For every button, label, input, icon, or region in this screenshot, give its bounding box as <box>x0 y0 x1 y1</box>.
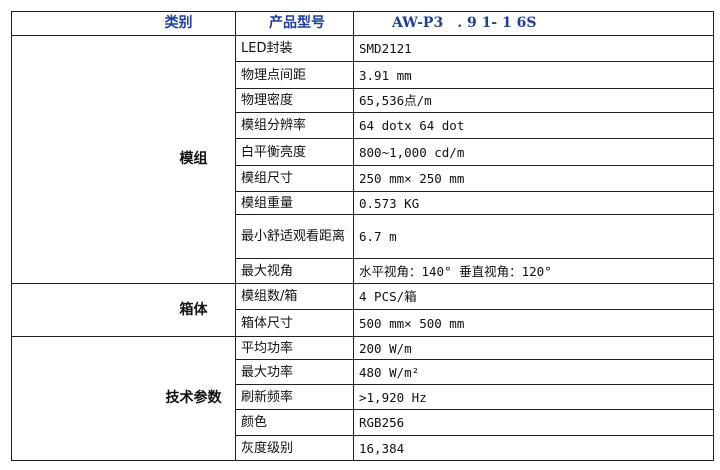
table-row: 颜色 RGB256 <box>12 409 714 436</box>
param-value: 水平视角：140° 垂直视角：120° <box>353 258 714 284</box>
param-label: 模组尺寸 <box>235 165 354 192</box>
param-label: 最大功率 <box>235 359 354 385</box>
param-label: LED封装 <box>235 35 354 62</box>
param-label: 颜色 <box>235 409 354 436</box>
table-row: 模组重量 0.573 KG <box>12 191 714 215</box>
param-label: 最大视角 <box>235 258 354 284</box>
param-label: 物理点间距 <box>235 61 354 89</box>
param-label: 模组重量 <box>235 191 354 215</box>
table-row: 最大功率 480 W/m² <box>12 359 714 385</box>
param-label: 刷新频率 <box>235 384 354 410</box>
table-row: 灰度级别 16,384 <box>12 435 714 461</box>
spec-table: 类别 产品型号 AW-P3 . 9 1- 1 6S 模组 LED封装 SMD2121… <box>11 11 714 461</box>
param-label: 平均功率 <box>235 336 354 360</box>
param-value: >1,920 Hz <box>353 384 714 410</box>
header-row: 类别 产品型号 AW-P3 . 9 1- 1 6S <box>11 11 714 36</box>
table-row: 模组尺寸 250 mm× 250 mm <box>12 165 714 192</box>
param-label: 物理密度 <box>235 88 354 113</box>
param-label: 白平衡亮度 <box>235 138 354 166</box>
category-cell: 技术参数 <box>11 336 236 461</box>
table-row: 最小舒适观看距离 6.7 m <box>12 214 714 259</box>
param-label: 箱体尺寸 <box>235 309 354 337</box>
table-row: 物理点间距 3.91 mm <box>12 61 714 89</box>
table-row: 物理密度 65,536点/m <box>12 88 714 113</box>
param-value: RGB256 <box>353 409 714 436</box>
param-value: 200 W/m <box>353 336 714 360</box>
param-label: 模组数/箱 <box>235 283 354 310</box>
table-row: 模组 LED封装 SMD2121 <box>11 35 714 284</box>
param-label: 模组分辨率 <box>235 112 354 139</box>
param-value: 4 PCS/箱 <box>353 283 714 310</box>
table-row: 模组分辨率 64 dotx 64 dot <box>12 112 714 139</box>
table-row: 最大视角 水平视角：140° 垂直视角：120° <box>12 258 714 284</box>
param-value: 64 dotx 64 dot <box>353 112 714 139</box>
table-row: 白平衡亮度 800~1,000 cd/m <box>12 138 714 166</box>
param-value: 250 mm× 250 mm <box>353 165 714 192</box>
param-value: 0.573 KG <box>353 191 714 215</box>
param-label: 最小舒适观看距离 <box>235 214 354 259</box>
param-value: 500 mm× 500 mm <box>353 309 714 337</box>
param-value: 16,384 <box>353 435 714 461</box>
param-label: 灰度级别 <box>235 435 354 461</box>
category-cell: 箱体 <box>11 283 236 337</box>
category-cell: 模组 <box>11 35 236 284</box>
param-value: 480 W/m² <box>353 359 714 385</box>
table-row: 技术参数 平均功率 200 W/m <box>11 336 714 461</box>
header-category: 类别 <box>11 11 236 36</box>
header-model-value: AW-P3 . 9 1- 1 6S <box>353 11 714 36</box>
param-value: 65,536点/m <box>353 88 714 113</box>
param-value: 800~1,000 cd/m <box>353 138 714 166</box>
param-value: 6.7 m <box>353 214 714 259</box>
param-value: 3.91 mm <box>353 61 714 89</box>
header-model-label: 产品型号 <box>235 11 354 36</box>
table-row: 箱体 模组数/箱 4 PCS/箱 <box>11 283 714 337</box>
param-value: SMD2121 <box>353 35 714 62</box>
